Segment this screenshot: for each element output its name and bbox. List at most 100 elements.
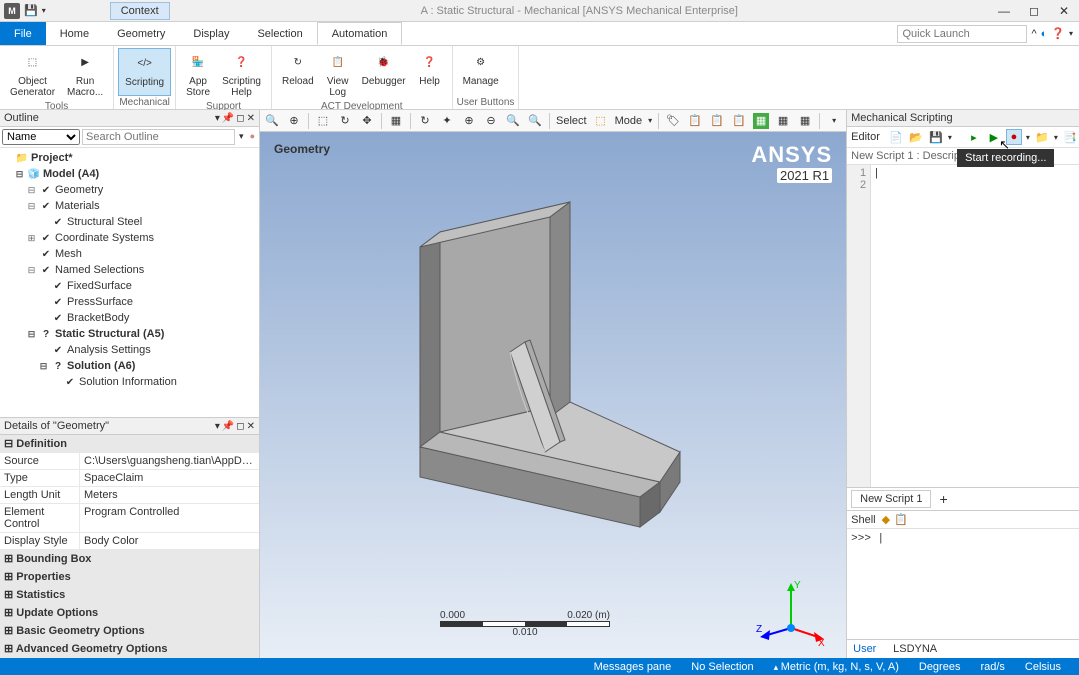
tree-node-project-[interactable]: 📁Project* (2, 150, 257, 166)
options-icon[interactable]: ◐ (1041, 28, 1048, 40)
mode-label[interactable]: Mode (615, 115, 643, 127)
ribbon-run-macro-[interactable]: ▶RunMacro... (61, 48, 109, 100)
collapse-ribbon-icon[interactable]: ^ (1031, 28, 1036, 40)
isometric-icon[interactable]: ⬚ (315, 113, 331, 129)
pan-icon[interactable]: ✥ (359, 113, 375, 129)
status-temp[interactable]: Celsius (1015, 661, 1071, 673)
outline-filter-select[interactable]: Name (2, 129, 80, 145)
pin-icon[interactable]: 📌 (222, 113, 234, 124)
clipboard2-icon[interactable]: 📋 (709, 113, 725, 129)
status-messages[interactable]: Messages pane (584, 661, 682, 673)
minimize-button[interactable]: — (989, 0, 1019, 22)
ribbon-object-generator[interactable]: ⬚ObjectGenerator (4, 48, 61, 100)
zoom-icon[interactable]: ⊕ (286, 113, 302, 129)
tab-display[interactable]: Display (179, 22, 243, 45)
quick-launch-input[interactable] (897, 25, 1027, 43)
details-popout-icon[interactable]: ◻ (236, 421, 244, 432)
details-row[interactable]: ⊞ Bounding Box (0, 550, 259, 568)
status-angle[interactable]: Degrees (909, 661, 971, 673)
tab-home[interactable]: Home (46, 22, 103, 45)
clipboard3-icon[interactable]: 📋 (731, 113, 747, 129)
open-script-icon[interactable]: 📂 (908, 129, 924, 145)
tab-selection[interactable]: Selection (243, 22, 316, 45)
outline-tree[interactable]: 📁Project*⊟🧊Model (A4)⊟✔Geometry⊟✔Materia… (0, 148, 259, 417)
tree-node-analysis-settings[interactable]: ✔Analysis Settings (2, 342, 257, 358)
shell-copy-icon[interactable]: 📋 (894, 513, 908, 526)
qat-dropdown-icon[interactable]: ▾ (42, 6, 46, 15)
details-row[interactable]: ⊞ Properties (0, 568, 259, 586)
zoom-out-icon[interactable]: ⊖ (483, 113, 499, 129)
rotate-icon[interactable]: ↻ (337, 113, 353, 129)
zoom-fit-icon[interactable]: 🔍 (264, 113, 280, 129)
details-row[interactable]: ⊞ Basic Geometry Options (0, 622, 259, 640)
details-row[interactable]: ⊞ Update Options (0, 604, 259, 622)
refresh-icon[interactable]: ↻ (417, 113, 433, 129)
zoom-all-icon[interactable]: 🔍 (527, 113, 543, 129)
ribbon-manage[interactable]: ⚙Manage (457, 48, 505, 96)
shell-clear-icon[interactable]: ◆ (882, 513, 890, 526)
tree-node-solution-a6-[interactable]: ⊟?Solution (A6) (2, 358, 257, 374)
context-tab[interactable]: Context (110, 2, 170, 20)
panel-dropdown-icon[interactable]: ▾ (215, 113, 220, 124)
ribbon-app-store[interactable]: 🏪AppStore (180, 48, 216, 100)
tree-node-model-a4-[interactable]: ⊟🧊Model (A4) (2, 166, 257, 182)
popout-icon[interactable]: ◻ (236, 113, 244, 124)
tree-node-bracketbody[interactable]: ✔BracketBody (2, 310, 257, 326)
layout-icon[interactable]: ▦ (775, 113, 791, 129)
tree-node-named-selections[interactable]: ⊟✔Named Selections (2, 262, 257, 278)
details-close-icon[interactable]: ✕ (247, 421, 255, 432)
tree-node-coordinate-systems[interactable]: ⊞✔Coordinate Systems (2, 230, 257, 246)
script-tab-1[interactable]: New Script 1 (851, 490, 931, 508)
tree-node-geometry[interactable]: ⊟✔Geometry (2, 182, 257, 198)
select-mode-icon[interactable]: ⬚ (593, 113, 609, 129)
tb-dropdown-icon[interactable]: ▾ (826, 113, 842, 129)
snippet-icon[interactable]: 📁 (1034, 129, 1050, 145)
layout2-icon[interactable]: ▦ (797, 113, 813, 129)
insert-icon[interactable]: 📑 (1062, 129, 1078, 145)
close-panel-icon[interactable]: ✕ (247, 113, 255, 124)
center-icon[interactable]: ✦ (439, 113, 455, 129)
help-icon[interactable]: ❓ (1051, 27, 1065, 40)
ribbon-scripting[interactable]: </>Scripting (118, 48, 171, 96)
tag-icon[interactable]: 🏷 (665, 113, 681, 129)
code-editor[interactable]: 12 | (847, 165, 1079, 487)
filter-bullet-icon[interactable]: ● (248, 129, 257, 145)
tree-node-mesh[interactable]: ✔Mesh (2, 246, 257, 262)
details-pin-icon[interactable]: 📌 (222, 421, 234, 432)
ribbon-view-log[interactable]: 📋ViewLog (320, 48, 356, 100)
add-tab-icon[interactable]: + (931, 491, 955, 507)
tree-node-presssurface[interactable]: ✔PressSurface (2, 294, 257, 310)
zoom-in-icon[interactable]: ⊕ (461, 113, 477, 129)
status-rate[interactable]: rad/s (970, 661, 1014, 673)
clipboard-icon[interactable]: 📋 (687, 113, 703, 129)
ribbon-debugger[interactable]: 🐞Debugger (356, 48, 412, 100)
wireframe-icon[interactable]: ▦ (388, 113, 404, 129)
tab-automation[interactable]: Automation (317, 22, 403, 45)
shell-console[interactable]: >>> | (847, 529, 1079, 639)
close-button[interactable]: ✕ (1049, 0, 1079, 22)
ribbon-help[interactable]: ❓Help (412, 48, 448, 100)
tree-node-fixedsurface[interactable]: ✔FixedSurface (2, 278, 257, 294)
details-dropdown-icon[interactable]: ▾ (215, 421, 220, 432)
axis-triad[interactable]: Y X Z (756, 578, 826, 648)
tree-node-static-structural-a5-[interactable]: ⊟?Static Structural (A5) (2, 326, 257, 342)
new-script-icon[interactable]: 📄 (888, 129, 904, 145)
outline-search-input[interactable] (82, 129, 235, 145)
extend-icon[interactable]: ▦ (753, 113, 769, 129)
tab-geometry[interactable]: Geometry (103, 22, 179, 45)
zoom-box-icon[interactable]: 🔍 (505, 113, 521, 129)
viewport-3d[interactable]: Geometry ANSYS 2021 R1 (260, 132, 846, 658)
save-icon[interactable]: 💾 (24, 4, 38, 17)
tree-node-structural-steel[interactable]: ✔Structural Steel (2, 214, 257, 230)
maximize-button[interactable]: ◻ (1019, 0, 1049, 22)
filter-dropdown-icon[interactable]: ▾ (237, 129, 246, 145)
run-line-icon[interactable]: ▸ (966, 129, 982, 145)
details-row[interactable]: ⊞ Statistics (0, 586, 259, 604)
tree-node-materials[interactable]: ⊟✔Materials (2, 198, 257, 214)
file-tab[interactable]: File (0, 22, 46, 45)
details-row[interactable]: ⊞ Advanced Geometry Options (0, 640, 259, 658)
save-script-icon[interactable]: 💾 (928, 129, 944, 145)
tree-node-solution-information[interactable]: ✔Solution Information (2, 374, 257, 390)
details-row[interactable]: ⊟ Definition (0, 435, 259, 453)
ribbon-scripting-help[interactable]: ❓ScriptingHelp (216, 48, 267, 100)
